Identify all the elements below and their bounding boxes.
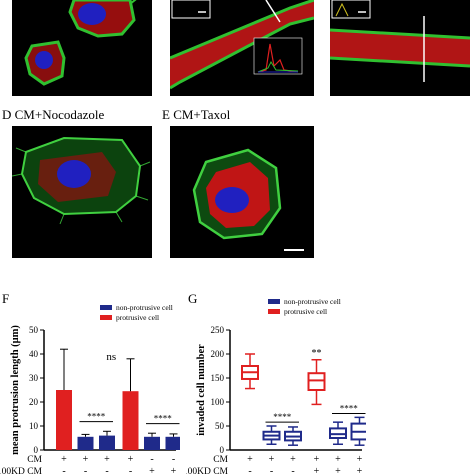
- y-tick-label: 40: [29, 349, 39, 359]
- legend-swatch: [100, 305, 112, 310]
- chart-f: 0 10 20 30 40 50 mean protrusion length (μm) **…: [0, 303, 180, 474]
- micrograph-c: [330, 0, 470, 96]
- condition-sign: -: [129, 466, 132, 474]
- condition-sign: -: [105, 466, 108, 474]
- condition-sign: -: [270, 466, 273, 474]
- panel-g-letter: G: [188, 291, 198, 306]
- bar: [144, 436, 160, 450]
- y-tick-label: 150: [211, 373, 225, 383]
- legend-label: non-protrusive cell: [284, 297, 341, 306]
- y-tick-label: 50: [215, 421, 225, 431]
- bar: [56, 390, 72, 450]
- condition-sign: -: [62, 466, 65, 474]
- condition-sign: +: [171, 466, 177, 474]
- micrograph-d: [12, 126, 152, 258]
- condition-sign: +: [149, 466, 155, 474]
- significance-label: **: [312, 348, 322, 359]
- legend-label: non-protrusive cell: [116, 303, 173, 312]
- panel-f-letter: F: [2, 291, 10, 306]
- y-tick-label: 0: [220, 445, 225, 455]
- legend-label: protrusive cell: [284, 307, 327, 316]
- condition-sign: -: [291, 466, 294, 474]
- bar: [122, 391, 139, 450]
- box: [307, 372, 326, 391]
- y-tick-label: 200: [211, 349, 225, 359]
- y-tick-label: 30: [29, 373, 39, 383]
- condition-sign: +: [335, 466, 341, 474]
- condition-sign: +: [357, 466, 363, 474]
- legend-swatch: [268, 309, 280, 314]
- condition-sign: -: [172, 454, 175, 465]
- significance-label: ****: [87, 412, 106, 422]
- y-tick-label: 250: [211, 325, 225, 335]
- panel-d-label: D CM+Nocodazole: [2, 108, 104, 121]
- y-tick-label: 100: [211, 397, 225, 407]
- y-tick-label: 10: [29, 421, 39, 431]
- condition-sign: +: [314, 454, 320, 465]
- micrograph-b: [170, 0, 314, 96]
- condition-row-label: CM: [213, 455, 228, 465]
- condition-sign: +: [290, 454, 296, 465]
- y-tick-label: 0: [34, 445, 39, 455]
- condition-sign: +: [269, 454, 275, 465]
- y-tick-label: 20: [29, 397, 39, 407]
- condition-row-label: < 100KD CM: [0, 467, 43, 474]
- panel-e-label: E CM+Taxol: [162, 108, 230, 121]
- condition-sign: +: [83, 454, 89, 465]
- panel-d-title: CM+Nocodazole: [14, 107, 105, 122]
- y-axis-label: mean protrusion length (μm): [10, 325, 21, 455]
- condition-row-label: CM: [27, 455, 42, 465]
- condition-sign: +: [104, 454, 110, 465]
- condition-sign: +: [314, 466, 320, 474]
- condition-sign: +: [247, 454, 253, 465]
- significance-label: ns: [106, 351, 116, 363]
- condition-sign: +: [335, 454, 341, 465]
- significance-label: ****: [154, 414, 173, 424]
- panel-e-letter: E: [162, 107, 170, 122]
- condition-sign: -: [248, 466, 251, 474]
- legend-swatch: [100, 315, 112, 320]
- micrograph-e: [170, 126, 314, 258]
- condition-sign: +: [61, 454, 67, 465]
- condition-sign: -: [150, 454, 153, 465]
- condition-sign: -: [84, 466, 87, 474]
- micrograph-a: [12, 0, 152, 96]
- legend-label: protrusive cell: [116, 313, 159, 322]
- condition-sign: +: [357, 454, 363, 465]
- panel-d-letter: D: [2, 107, 12, 122]
- bar: [99, 435, 115, 450]
- condition-row-label: < 100KD CM: [186, 467, 229, 474]
- legend-swatch: [268, 299, 280, 304]
- y-axis-label: invaded cell number: [196, 344, 207, 436]
- bar: [77, 436, 94, 450]
- y-tick-label: 50: [29, 325, 39, 335]
- significance-label: ****: [340, 404, 359, 414]
- panel-e-title: CM+Taxol: [173, 107, 231, 122]
- significance-label: ****: [273, 412, 292, 422]
- condition-sign: +: [128, 454, 134, 465]
- bar: [165, 436, 180, 450]
